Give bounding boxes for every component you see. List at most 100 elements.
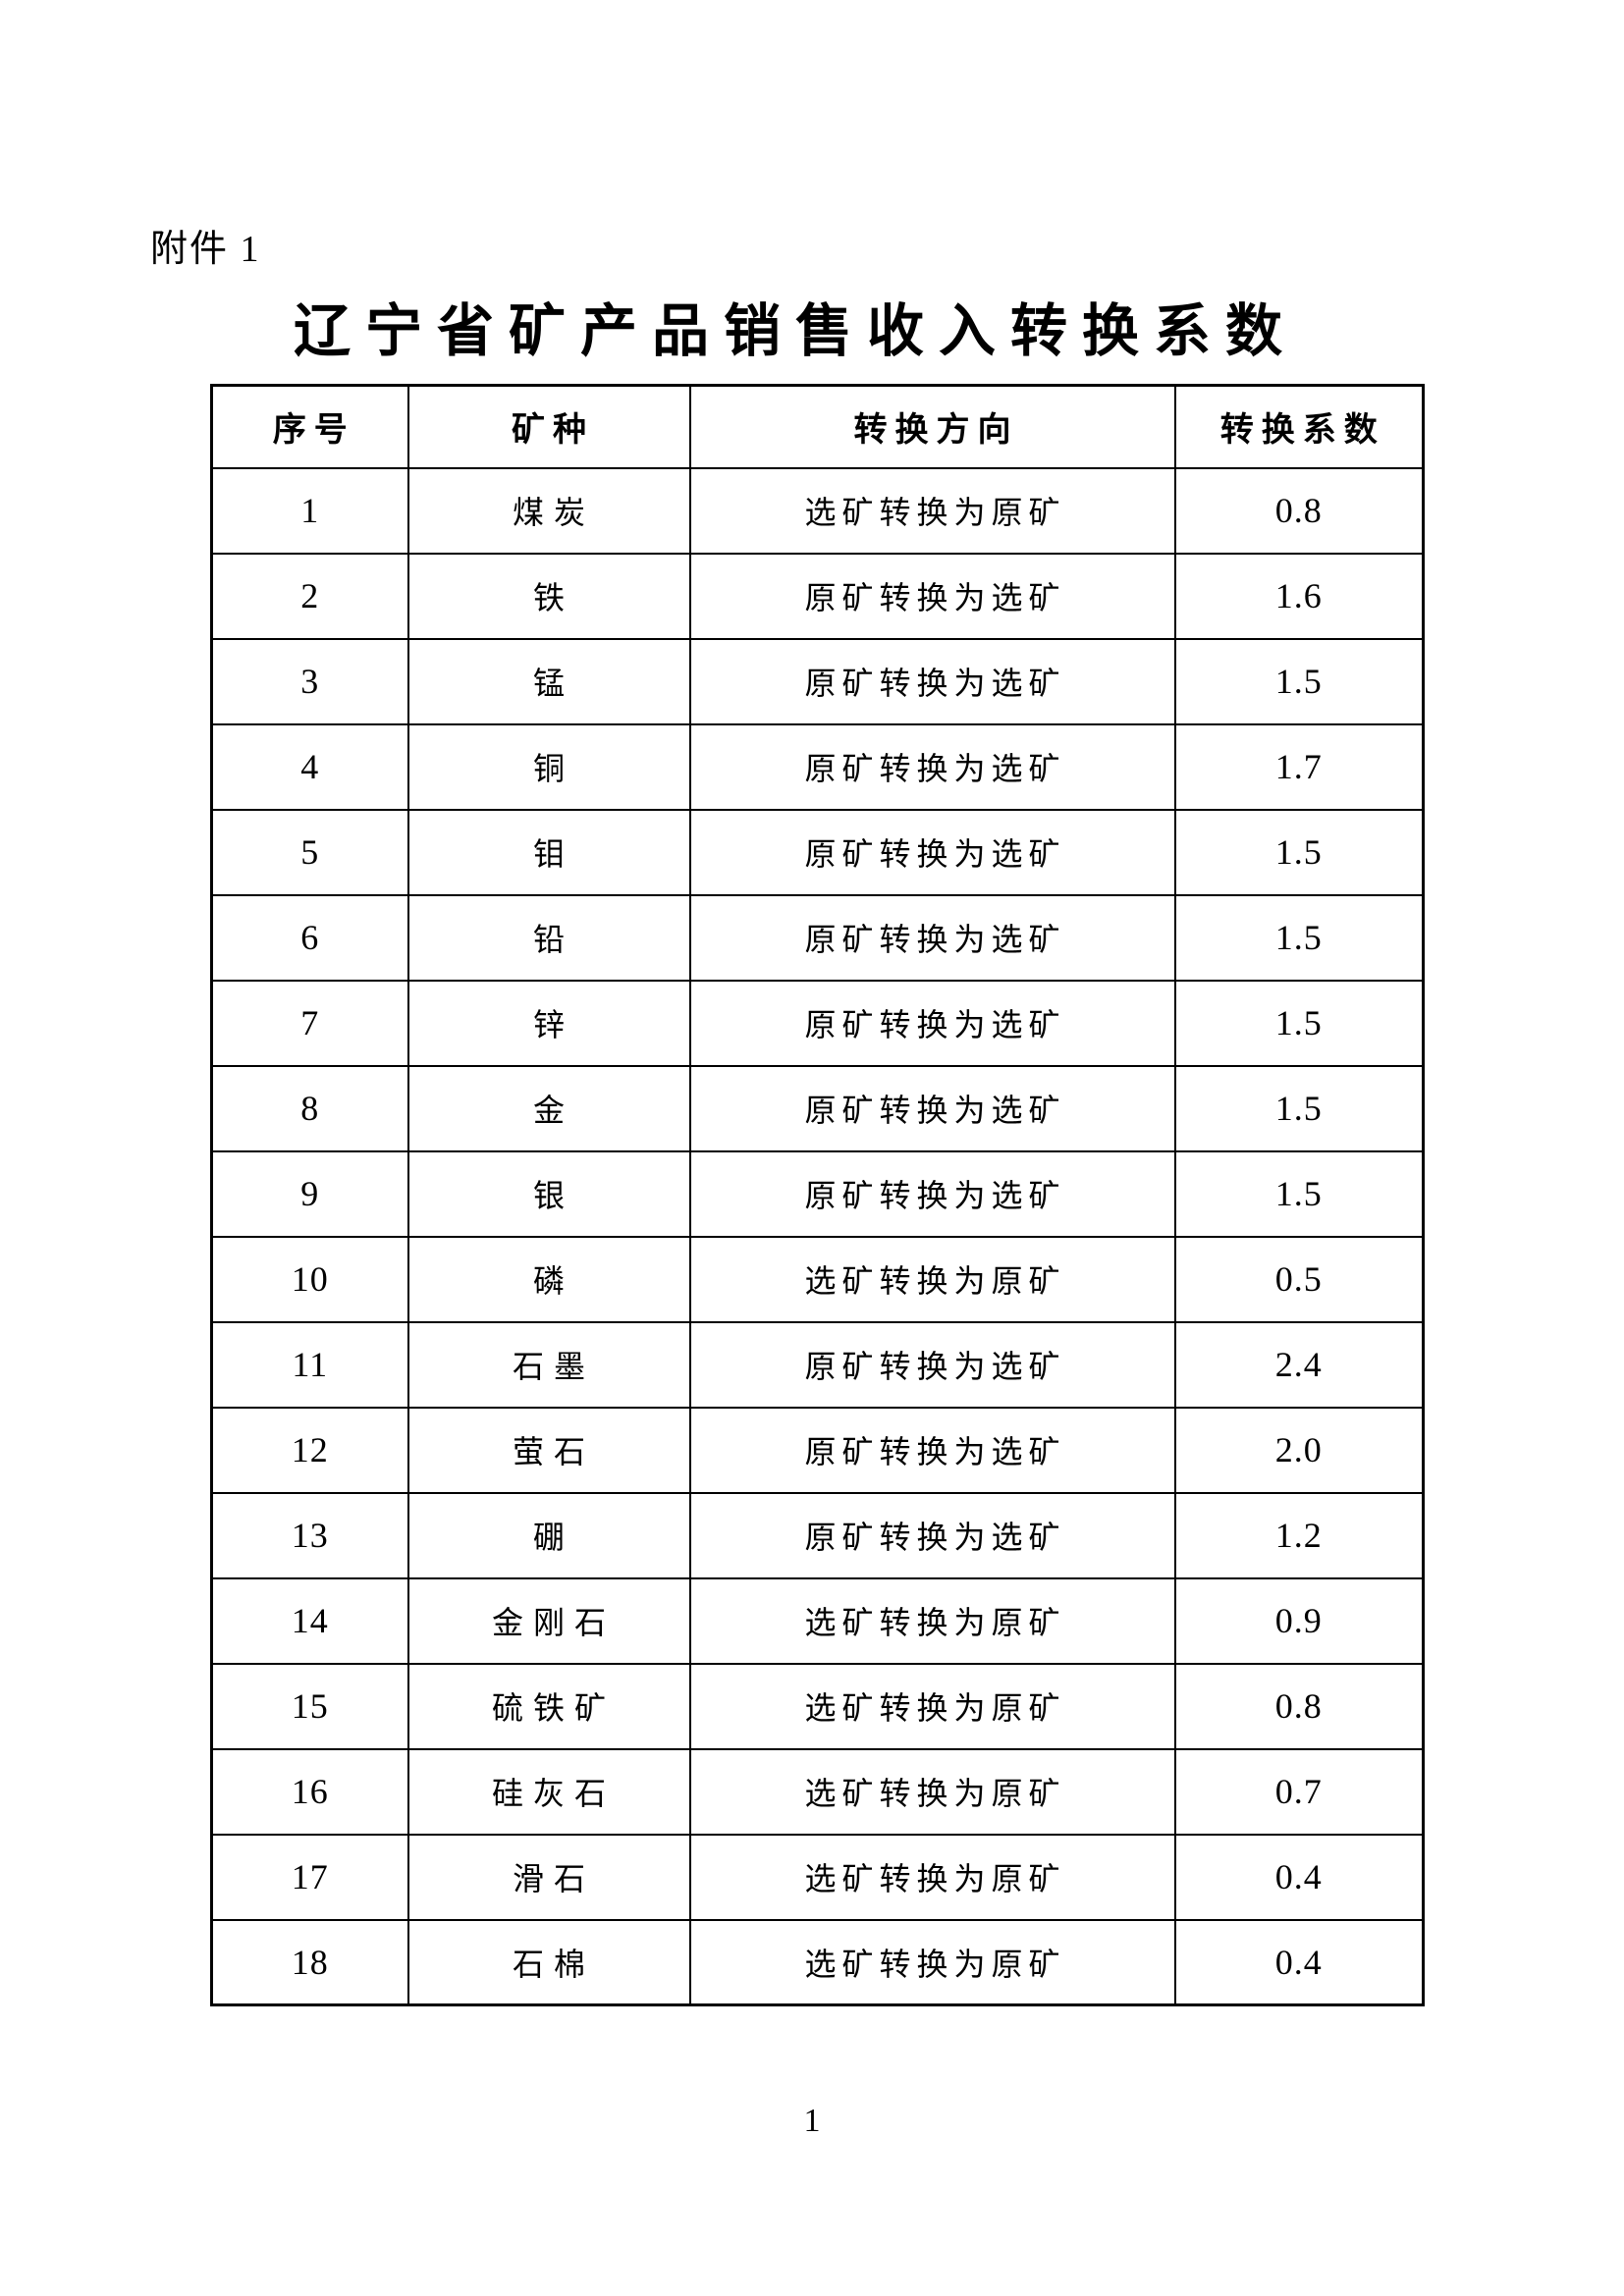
table-row: 12 萤石 原矿转换为选矿 2.0 — [210, 1406, 1425, 1494]
row-direction: 原矿转换为选矿 — [688, 979, 1176, 1067]
page-title: 辽宁省矿产品销售收入转换系数 — [293, 299, 1297, 363]
row-mineral: 铅 — [406, 893, 691, 982]
row-mineral: 硫铁矿 — [406, 1662, 691, 1750]
row-coefficient: 1.6 — [1173, 552, 1425, 640]
row-coefficient: 1.5 — [1173, 637, 1425, 725]
row-no: 4 — [210, 722, 409, 811]
row-no: 2 — [210, 552, 409, 640]
header-coefficient: 转换系数 — [1173, 384, 1425, 469]
header-no: 序号 — [210, 384, 409, 469]
row-no: 9 — [210, 1149, 409, 1238]
row-mineral: 石墨 — [406, 1320, 691, 1409]
attachment-label: 附件 1 — [150, 229, 261, 270]
row-coefficient: 1.5 — [1173, 1149, 1425, 1238]
row-mineral: 铁 — [406, 552, 691, 640]
table-row: 6 铅 原矿转换为选矿 1.5 — [210, 893, 1425, 982]
row-coefficient: 0.5 — [1173, 1235, 1425, 1323]
row-no: 11 — [210, 1320, 409, 1409]
row-coefficient: 0.9 — [1173, 1576, 1425, 1665]
table-row: 14 金刚石 选矿转换为原矿 0.9 — [210, 1576, 1425, 1665]
row-direction: 选矿转换为原矿 — [688, 1747, 1176, 1836]
row-coefficient: 1.2 — [1173, 1491, 1425, 1579]
row-no: 5 — [210, 808, 409, 896]
row-direction: 原矿转换为选矿 — [688, 893, 1176, 982]
conversion-coefficient-table: 序号 矿种 转换方向 转换系数 1 煤炭 选矿转换为原矿 0.8 2 铁 原矿转… — [210, 384, 1425, 2006]
row-direction: 选矿转换为原矿 — [688, 1833, 1176, 1921]
row-mineral: 滑石 — [406, 1833, 691, 1921]
table-row: 4 铜 原矿转换为选矿 1.7 — [210, 722, 1425, 811]
row-direction: 原矿转换为选矿 — [688, 1064, 1176, 1152]
table-row: 11 石墨 原矿转换为选矿 2.4 — [210, 1320, 1425, 1409]
row-coefficient: 1.5 — [1173, 1064, 1425, 1152]
row-direction: 选矿转换为原矿 — [688, 466, 1176, 555]
row-direction: 选矿转换为原矿 — [688, 1576, 1176, 1665]
row-coefficient: 0.7 — [1173, 1747, 1425, 1836]
table-row: 18 石棉 选矿转换为原矿 0.4 — [210, 1918, 1425, 2006]
row-direction: 原矿转换为选矿 — [688, 1149, 1176, 1238]
row-direction: 原矿转换为选矿 — [688, 552, 1176, 640]
row-no: 10 — [210, 1235, 409, 1323]
page-number: 1 — [803, 2103, 821, 2139]
row-mineral: 萤石 — [406, 1406, 691, 1494]
table-row: 9 银 原矿转换为选矿 1.5 — [210, 1149, 1425, 1238]
row-no: 14 — [210, 1576, 409, 1665]
row-no: 7 — [210, 979, 409, 1067]
row-mineral: 石棉 — [406, 1918, 691, 2006]
table-row: 7 锌 原矿转换为选矿 1.5 — [210, 979, 1425, 1067]
table-row: 17 滑石 选矿转换为原矿 0.4 — [210, 1833, 1425, 1921]
table-row: 8 金 原矿转换为选矿 1.5 — [210, 1064, 1425, 1152]
row-coefficient: 0.4 — [1173, 1833, 1425, 1921]
header-mineral: 矿种 — [406, 384, 691, 469]
row-no: 8 — [210, 1064, 409, 1152]
row-coefficient: 0.4 — [1173, 1918, 1425, 2006]
row-mineral: 磷 — [406, 1235, 691, 1323]
row-coefficient: 2.0 — [1173, 1406, 1425, 1494]
row-mineral: 金刚石 — [406, 1576, 691, 1665]
row-direction: 原矿转换为选矿 — [688, 1406, 1176, 1494]
row-no: 16 — [210, 1747, 409, 1836]
row-no: 12 — [210, 1406, 409, 1494]
row-no: 15 — [210, 1662, 409, 1750]
row-direction: 选矿转换为原矿 — [688, 1918, 1176, 2006]
row-coefficient: 0.8 — [1173, 1662, 1425, 1750]
table-row: 15 硫铁矿 选矿转换为原矿 0.8 — [210, 1662, 1425, 1750]
table-row: 16 硅灰石 选矿转换为原矿 0.7 — [210, 1747, 1425, 1836]
row-mineral: 硅灰石 — [406, 1747, 691, 1836]
row-direction: 选矿转换为原矿 — [688, 1662, 1176, 1750]
row-direction: 选矿转换为原矿 — [688, 1235, 1176, 1323]
row-no: 1 — [210, 466, 409, 555]
row-mineral: 银 — [406, 1149, 691, 1238]
row-mineral: 钼 — [406, 808, 691, 896]
row-coefficient: 0.8 — [1173, 466, 1425, 555]
table-row: 10 磷 选矿转换为原矿 0.5 — [210, 1235, 1425, 1323]
row-direction: 原矿转换为选矿 — [688, 1491, 1176, 1579]
row-coefficient: 2.4 — [1173, 1320, 1425, 1409]
table-row: 13 硼 原矿转换为选矿 1.2 — [210, 1491, 1425, 1579]
row-direction: 原矿转换为选矿 — [688, 1320, 1176, 1409]
row-mineral: 煤炭 — [406, 466, 691, 555]
row-coefficient: 1.5 — [1173, 808, 1425, 896]
row-no: 18 — [210, 1918, 409, 2006]
row-mineral: 锰 — [406, 637, 691, 725]
header-direction: 转换方向 — [688, 384, 1176, 469]
row-no: 17 — [210, 1833, 409, 1921]
table-row: 1 煤炭 选矿转换为原矿 0.8 — [210, 466, 1425, 555]
row-direction: 原矿转换为选矿 — [688, 808, 1176, 896]
row-no: 13 — [210, 1491, 409, 1579]
row-no: 3 — [210, 637, 409, 725]
table-row: 2 铁 原矿转换为选矿 1.6 — [210, 552, 1425, 640]
row-no: 6 — [210, 893, 409, 982]
row-direction: 原矿转换为选矿 — [688, 637, 1176, 725]
row-coefficient: 1.7 — [1173, 722, 1425, 811]
row-mineral: 硼 — [406, 1491, 691, 1579]
row-mineral: 金 — [406, 1064, 691, 1152]
row-mineral: 铜 — [406, 722, 691, 811]
table-row: 5 钼 原矿转换为选矿 1.5 — [210, 808, 1425, 896]
row-coefficient: 1.5 — [1173, 893, 1425, 982]
row-coefficient: 1.5 — [1173, 979, 1425, 1067]
table-header-row: 序号 矿种 转换方向 转换系数 — [210, 384, 1425, 469]
row-mineral: 锌 — [406, 979, 691, 1067]
row-direction: 原矿转换为选矿 — [688, 722, 1176, 811]
table-row: 3 锰 原矿转换为选矿 1.5 — [210, 637, 1425, 725]
